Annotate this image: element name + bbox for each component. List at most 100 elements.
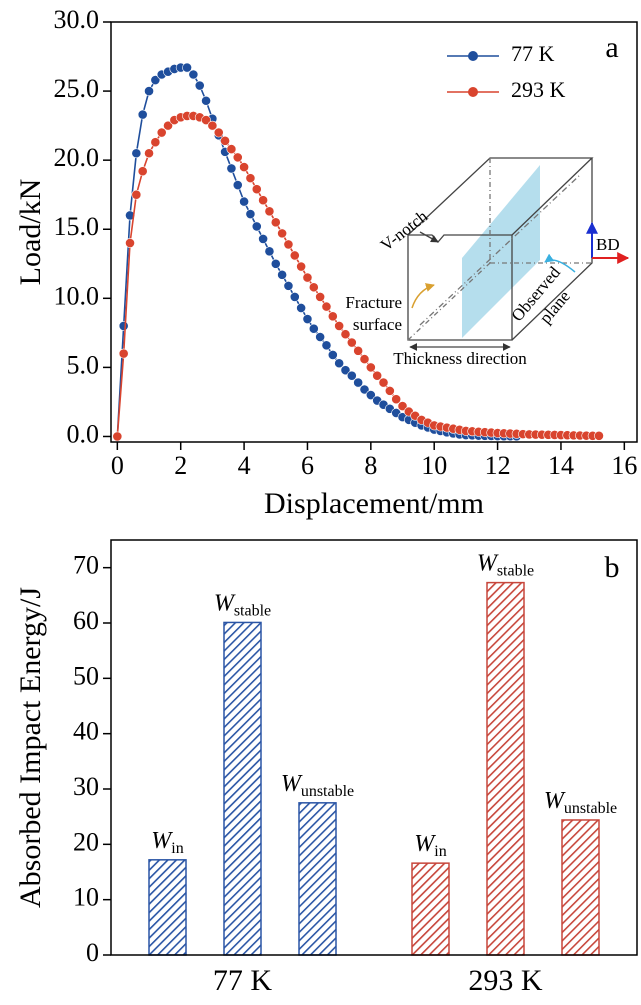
- legend-marker: [468, 51, 478, 61]
- data-point: [340, 365, 351, 376]
- x-tick-label: 4: [238, 451, 251, 480]
- data-point: [251, 221, 262, 232]
- bar-label-sub: in: [434, 843, 446, 860]
- data-point: [125, 238, 135, 248]
- data-point: [137, 109, 148, 120]
- x-tick-label: 14: [548, 451, 574, 480]
- x-axis-title: Displacement/mm: [264, 487, 484, 520]
- legend-label: 77 K: [511, 41, 555, 66]
- legend-label: 293 K: [511, 77, 566, 102]
- data-point: [226, 163, 237, 174]
- data-point: [289, 250, 300, 261]
- panel-label: a: [605, 31, 618, 64]
- data-point: [144, 148, 154, 159]
- data-point: [321, 301, 332, 312]
- data-point: [270, 258, 281, 269]
- data-point: [201, 115, 211, 125]
- y-tick-label: 70: [73, 551, 99, 580]
- bar-label-base: W: [281, 770, 303, 796]
- data-point: [156, 127, 167, 138]
- x-tick-label: 6: [301, 451, 314, 480]
- x-tick-label: 0: [111, 451, 124, 480]
- y-axis-title: Absorbed Impact Energy/J: [14, 587, 47, 908]
- bar-label-sub: stable: [497, 562, 534, 579]
- x-tick-label: 16: [611, 451, 637, 480]
- data-point: [384, 385, 395, 396]
- data-point: [226, 144, 237, 155]
- data-point: [302, 272, 313, 283]
- data-point: [232, 152, 243, 163]
- data-point: [270, 217, 281, 228]
- bar-label-sub: unstable: [301, 783, 354, 800]
- data-point: [365, 390, 376, 400]
- annotation: surface: [353, 315, 402, 334]
- bar: [411, 862, 450, 956]
- data-point: [220, 135, 230, 146]
- data-point: [308, 282, 319, 293]
- data-point: [359, 384, 370, 395]
- panel-label: b: [605, 551, 620, 584]
- data-point: [327, 350, 338, 360]
- data-point: [283, 239, 294, 250]
- data-point: [353, 345, 364, 356]
- data-point: [194, 80, 205, 91]
- data-point: [258, 234, 268, 244]
- data-point: [182, 62, 192, 73]
- x-tick-label: 12: [485, 451, 511, 480]
- y-tick-label: 0: [86, 938, 99, 967]
- bar-label-base: W: [214, 590, 236, 616]
- data-point: [340, 329, 351, 340]
- data-point: [315, 292, 326, 302]
- x-tick-label: 8: [364, 451, 377, 480]
- data-point: [239, 162, 249, 172]
- bar-label-base: W: [544, 787, 566, 813]
- bar-label-base: W: [151, 827, 173, 853]
- data-point: [302, 314, 313, 324]
- data-point: [346, 370, 357, 381]
- data-point: [137, 166, 148, 177]
- data-point: [245, 209, 256, 219]
- bar-label-base: W: [477, 550, 499, 576]
- data-point: [144, 86, 154, 96]
- data-point: [391, 394, 402, 405]
- data-point: [296, 261, 307, 272]
- bar-label: Win: [414, 831, 446, 860]
- data-point: [258, 195, 268, 206]
- y-axis-title: Load/kN: [14, 179, 47, 286]
- data-point: [327, 311, 338, 322]
- annotation: BD: [596, 235, 620, 254]
- data-point: [334, 358, 345, 369]
- y-tick-label: 50: [73, 661, 99, 690]
- y-tick-label: 40: [73, 717, 99, 746]
- bar: [298, 802, 337, 956]
- data-point: [150, 137, 161, 148]
- data-point: [277, 228, 288, 239]
- x-tick-label: 2: [174, 451, 187, 480]
- data-point: [334, 321, 345, 331]
- y-tick-label: 30: [73, 772, 99, 801]
- data-point: [125, 210, 135, 221]
- data-point: [277, 269, 288, 280]
- plot-frame: [110, 21, 638, 443]
- data-point: [372, 370, 383, 381]
- data-point: [353, 377, 364, 388]
- data-point: [346, 337, 357, 348]
- bar: [223, 621, 262, 956]
- bar-label-base: W: [414, 831, 436, 857]
- y-tick-label: 60: [73, 606, 99, 635]
- bar-label-sub: stable: [234, 602, 271, 619]
- data-point: [359, 354, 370, 365]
- bar-label: Wunstable: [281, 770, 354, 799]
- x-tick-label: 10: [421, 451, 447, 480]
- y-tick-label: 20: [73, 827, 99, 856]
- data-point: [131, 189, 142, 200]
- y-tick-label: 20.0: [54, 143, 100, 172]
- bar: [486, 581, 525, 956]
- data-point: [245, 173, 256, 184]
- data-point: [213, 127, 224, 138]
- y-tick-label: 10.0: [54, 281, 100, 310]
- data-point: [239, 196, 249, 207]
- x-tick-label: 77 K: [213, 964, 273, 997]
- data-point: [308, 323, 319, 334]
